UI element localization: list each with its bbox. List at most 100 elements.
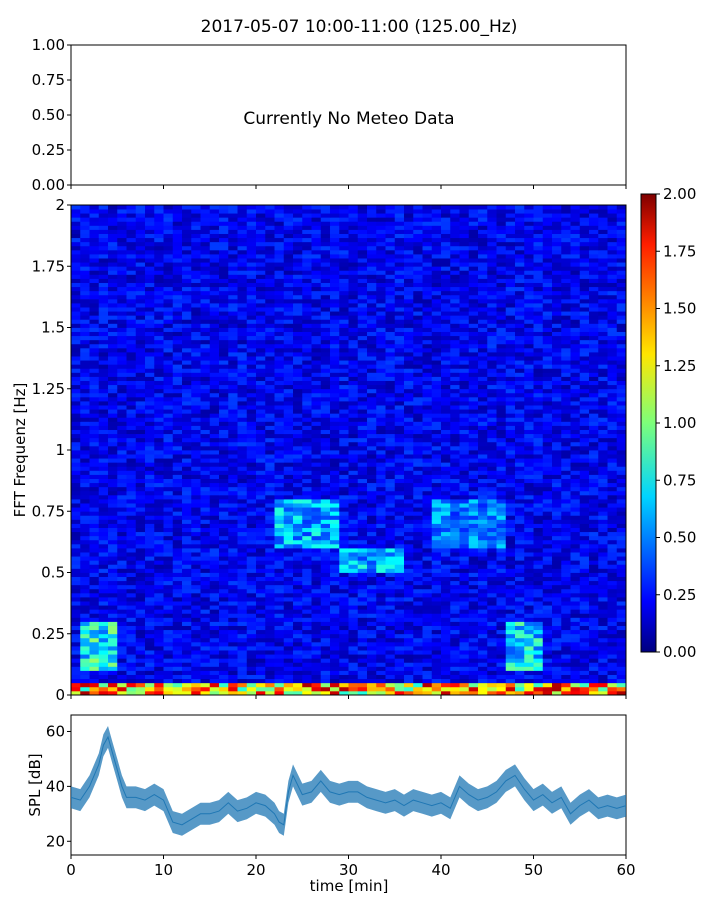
spectrogram-cell: [274, 376, 285, 381]
spectrogram-cell: [579, 625, 590, 631]
spectrogram-cell: [542, 646, 553, 651]
spectrogram-cell: [505, 539, 516, 545]
spectrogram-cell: [459, 503, 470, 508]
spectrogram-cell: [237, 511, 248, 516]
spectrogram-cell: [367, 670, 377, 675]
spectrogram-cell: [533, 674, 544, 680]
spectrogram-cell: [552, 531, 562, 537]
spectrogram-cell: [163, 507, 174, 512]
spectrogram-cell: [348, 674, 359, 680]
spectrogram-cell: [89, 621, 100, 626]
spectrogram-cell: [533, 531, 544, 537]
spectrogram-cell: [579, 556, 590, 561]
spectrogram-cell: [320, 543, 331, 549]
spectrogram-cell: [89, 450, 100, 455]
spectrogram-cell: [579, 499, 590, 504]
spectrogram-cell: [496, 650, 507, 655]
spectrogram-cell: [524, 405, 534, 410]
spectrogram-cell: [607, 637, 618, 643]
spectrogram-cell: [191, 576, 201, 582]
spectrogram-cell: [265, 580, 275, 586]
spectrogram-cell: [524, 474, 534, 479]
spectrogram-cell: [237, 592, 248, 598]
spectrogram-cell: [320, 527, 331, 533]
spectrogram-cell: [265, 629, 275, 635]
spectrogram-cell: [570, 621, 581, 626]
spectrogram-cell: [98, 621, 109, 626]
spectrogram-cell: [274, 650, 285, 655]
spectrogram-cell: [293, 605, 303, 610]
spectrogram-cell: [348, 621, 359, 626]
spectrogram-cell: [394, 527, 405, 533]
spectrogram-cell: [570, 494, 581, 500]
spectrogram-cell: [135, 662, 146, 667]
spectrogram-cell: [441, 539, 451, 545]
spectrogram-cell: [579, 527, 590, 533]
spectrogram-cell: [385, 670, 396, 675]
spectrogram-cell: [552, 441, 562, 447]
spectrogram-cell: [200, 458, 211, 463]
spectrogram-cell: [89, 678, 100, 684]
spectrogram-cell: [200, 519, 211, 524]
spectrogram-cell: [385, 690, 396, 696]
spectrogram-cell: [98, 515, 109, 520]
spectrogram-cell: [117, 392, 127, 398]
spectrogram-cell: [191, 364, 201, 369]
spectrogram-cell: [191, 396, 201, 402]
spectrogram-cell: [542, 617, 553, 622]
spectrogram-cell: [228, 417, 238, 422]
spectrogram-cell: [311, 356, 322, 361]
spectrogram-cell: [598, 527, 608, 533]
spectrogram-cell: [348, 605, 359, 610]
spectrogram-cell: [117, 433, 127, 439]
spectrogram-cell: [89, 572, 100, 577]
spectrogram-cell: [339, 625, 349, 631]
spectrogram-cell: [117, 637, 127, 643]
spectrogram-cell: [459, 527, 470, 533]
spectrogram-cell: [256, 601, 266, 606]
spectrogram-cell: [413, 637, 423, 643]
spectrogram-cell: [589, 392, 599, 398]
spectrogram-cell: [339, 601, 349, 606]
spectrogram-cell: [89, 646, 100, 651]
spectrogram-cell: [154, 441, 164, 447]
spectrogram-cell: [256, 360, 266, 365]
spectrogram-cell: [468, 650, 479, 655]
spectrogram-cell: [468, 470, 479, 475]
spectrogram-cell: [348, 670, 359, 675]
spectrogram-cell: [302, 617, 312, 622]
spectrogram-cell: [89, 588, 100, 594]
spectrogram-cell: [561, 588, 571, 594]
spectrogram-cell: [450, 601, 460, 606]
spectrogram-cell: [478, 482, 488, 488]
spectrogram-cell: [459, 690, 470, 696]
spectrogram-cell: [487, 466, 497, 471]
spectrogram-cell: [422, 470, 433, 475]
spectrogram-cell: [135, 376, 146, 381]
spectrogram-cell: [283, 650, 294, 655]
spectrogram-cell: [293, 568, 303, 573]
spectrogram-cell: [302, 364, 312, 369]
spectrogram-cell: [589, 405, 599, 410]
spectrogram-cell: [182, 360, 192, 365]
spectrogram-cell: [339, 568, 349, 573]
spectrogram-cell: [607, 376, 618, 381]
spectrogram-cell: [145, 552, 155, 557]
spectrogram-cell: [598, 392, 608, 398]
spectrogram-cell: [98, 360, 109, 365]
spectrogram-cell: [117, 486, 127, 492]
spectrogram-cell: [385, 368, 396, 373]
spectrogram-cell: [496, 445, 507, 451]
spectrogram-cell: [394, 658, 405, 663]
spectrogram-cell: [357, 511, 368, 516]
spectrogram-cell: [450, 441, 460, 447]
spectrogram-cell: [154, 437, 164, 443]
spectrogram-cell: [413, 613, 423, 618]
spectrogram-cell: [450, 503, 460, 508]
spectrogram-cell: [404, 425, 414, 430]
spectrogram-cell: [311, 482, 322, 488]
spectrogram-cell: [404, 564, 414, 569]
spectrogram-cell: [274, 678, 285, 684]
spectrogram-cell: [533, 462, 544, 467]
spectrogram-cell: [219, 560, 229, 565]
